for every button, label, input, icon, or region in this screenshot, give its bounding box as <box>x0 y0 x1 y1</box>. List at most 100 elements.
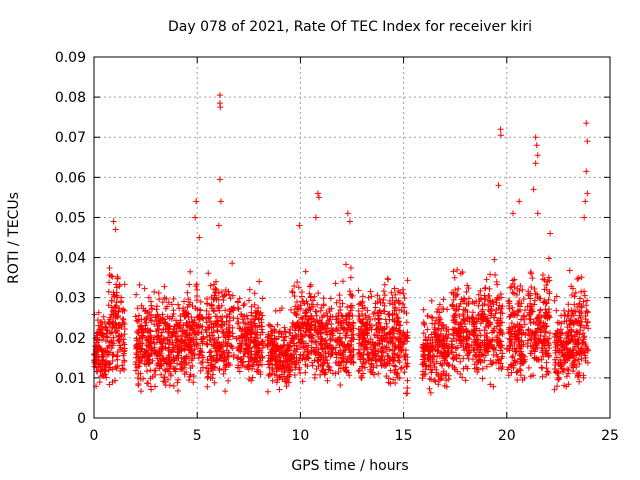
data-point <box>389 340 396 347</box>
data-point <box>329 336 336 343</box>
data-point <box>234 315 241 322</box>
data-point <box>214 356 221 363</box>
data-point <box>161 283 168 290</box>
data-point <box>134 344 141 351</box>
data-point <box>474 318 481 325</box>
data-point <box>557 362 564 369</box>
data-point <box>543 359 550 366</box>
data-point <box>530 345 537 352</box>
data-point <box>297 305 304 312</box>
data-point <box>545 296 552 303</box>
data-point <box>119 307 126 314</box>
data-point <box>176 345 183 352</box>
data-point <box>163 295 170 302</box>
data-point <box>350 359 357 366</box>
data-point <box>396 327 403 334</box>
data-point <box>487 308 494 315</box>
data-point <box>380 335 387 342</box>
data-point <box>554 376 561 383</box>
data-point <box>465 285 472 292</box>
data-point <box>114 314 121 321</box>
data-point <box>398 364 405 371</box>
data-point <box>388 289 395 296</box>
data-point <box>196 312 203 319</box>
data-point <box>581 324 588 331</box>
data-point <box>557 356 564 363</box>
data-point <box>318 319 325 326</box>
data-point <box>146 335 153 342</box>
data-point <box>395 327 402 334</box>
data-point <box>531 355 538 362</box>
data-point <box>364 307 371 314</box>
data-point <box>514 358 521 365</box>
data-point <box>282 333 289 340</box>
data-point <box>440 332 447 339</box>
data-point <box>93 330 100 337</box>
data-point <box>216 92 223 99</box>
data-point <box>399 300 406 307</box>
data-point <box>368 322 375 329</box>
data-point <box>274 354 281 361</box>
data-point <box>299 344 306 351</box>
data-point <box>159 299 166 306</box>
data-point <box>290 340 297 347</box>
data-point <box>371 331 378 338</box>
data-point <box>196 234 203 241</box>
data-point <box>175 376 182 383</box>
data-point <box>296 364 303 371</box>
data-point <box>337 382 344 389</box>
data-point <box>558 320 565 327</box>
data-point <box>491 256 498 263</box>
data-point <box>545 255 552 262</box>
data-point <box>362 315 369 322</box>
data-point <box>342 261 349 268</box>
data-point <box>494 356 501 363</box>
data-point <box>495 365 502 372</box>
data-point <box>203 307 210 314</box>
data-point <box>560 353 567 360</box>
data-point <box>298 327 305 334</box>
data-point <box>440 296 447 303</box>
data-point <box>317 307 324 314</box>
data-point <box>524 339 531 346</box>
data-point <box>239 316 246 323</box>
data-point <box>516 298 523 305</box>
data-point <box>163 359 170 366</box>
data-point <box>436 309 443 316</box>
data-point <box>248 303 255 310</box>
data-point <box>294 279 301 286</box>
data-point <box>438 375 445 382</box>
data-point <box>498 355 505 362</box>
data-point <box>278 330 285 337</box>
data-point <box>299 316 306 323</box>
data-point <box>200 354 207 361</box>
data-point <box>284 373 291 380</box>
data-point <box>244 350 251 357</box>
data-point <box>339 300 346 307</box>
data-point <box>135 353 142 360</box>
data-point <box>319 313 326 320</box>
data-point <box>121 325 128 332</box>
data-point <box>390 350 397 357</box>
data-point <box>436 316 443 323</box>
data-point <box>305 342 312 349</box>
data-point <box>385 311 392 318</box>
data-point <box>373 326 380 333</box>
data-point <box>458 320 465 327</box>
data-point <box>311 357 318 364</box>
data-point <box>516 303 523 310</box>
data-point <box>336 297 343 304</box>
data-point <box>495 320 502 327</box>
data-point <box>276 386 283 393</box>
data-point <box>487 271 494 278</box>
data-point <box>165 346 172 353</box>
data-point <box>475 343 482 350</box>
data-point <box>252 322 259 329</box>
data-point <box>511 322 518 329</box>
data-point <box>577 322 584 329</box>
data-point <box>164 376 171 383</box>
data-point <box>153 303 160 310</box>
data-point <box>206 337 213 344</box>
data-point <box>282 329 289 336</box>
data-point <box>486 292 493 299</box>
